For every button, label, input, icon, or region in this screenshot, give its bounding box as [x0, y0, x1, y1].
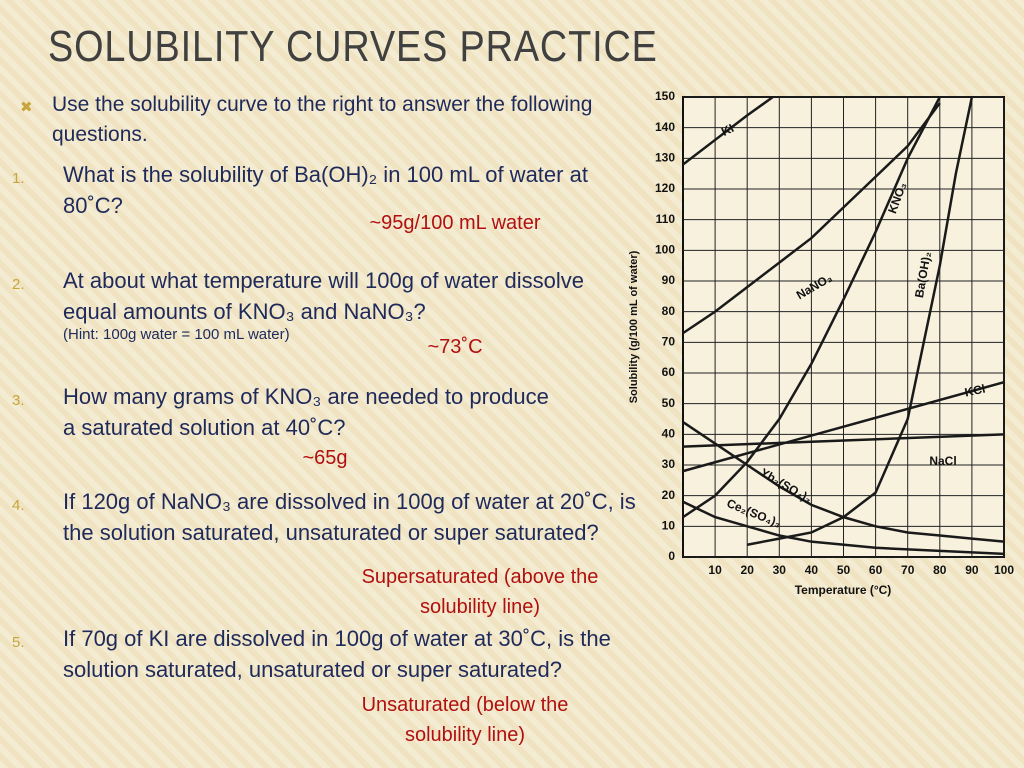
x-tick-label: 40: [805, 563, 819, 577]
question: If 120g of NaNO₃ are dissolved in 100g o…: [63, 489, 636, 545]
series-line: [682, 421, 1005, 543]
y-tick-label: 0: [668, 549, 675, 563]
question: If 70g of KI are dissolved in 100g of wa…: [63, 626, 611, 682]
answer: ~73˚C: [427, 336, 483, 358]
x-tick-label: 90: [965, 563, 979, 577]
y-tick-label: 30: [662, 457, 676, 471]
y-axis-label: Solubility (g/100 mL of water): [628, 250, 640, 403]
series-line: [682, 380, 1005, 473]
series-label: NaCl: [929, 454, 956, 468]
series-line: [682, 102, 941, 335]
y-tick-label: 100: [655, 243, 675, 257]
answer: Supersaturated (above the solubility lin…: [361, 566, 599, 618]
q-number: 2.: [12, 276, 25, 293]
bullet-icon: ✖: [20, 99, 33, 116]
x-tick-label: 10: [708, 563, 722, 577]
y-tick-label: 150: [655, 89, 675, 103]
series-label: KCl: [963, 382, 986, 400]
y-tick-label: 130: [655, 151, 675, 165]
y-tick-label: 80: [662, 304, 676, 318]
y-tick-label: 120: [655, 181, 675, 195]
y-tick-label: 60: [662, 365, 676, 379]
answer: ~95g/100 mL water: [369, 212, 541, 234]
intro: Use the solubility curve to the right to…: [52, 93, 593, 146]
q-number: 1.: [12, 170, 25, 187]
x-tick-label: 70: [901, 563, 915, 577]
slide-title: SOLUBILITY CURVES PRACTICE: [48, 22, 658, 71]
x-axis-label: Temperature (°C): [795, 583, 892, 597]
answer: Unsaturated (below the solubility line): [361, 694, 569, 746]
x-tick-label: 50: [837, 563, 851, 577]
x-tick-label: 60: [869, 563, 883, 577]
q-number: 3.: [12, 392, 25, 409]
y-tick-label: 40: [662, 427, 676, 441]
q-number: 4.: [12, 497, 25, 514]
y-tick-label: 110: [656, 212, 676, 226]
y-tick-label: 50: [662, 396, 676, 410]
series-line: [682, 500, 1005, 556]
y-tick-label: 20: [662, 488, 676, 502]
hint: (Hint: 100g water = 100 mL water): [63, 326, 290, 343]
x-tick-label: 100: [994, 563, 1014, 577]
y-tick-label: 90: [662, 273, 676, 287]
y-tick-label: 70: [662, 335, 676, 349]
question: At about what temperature will 100g of w…: [63, 268, 584, 324]
y-tick-label: 10: [662, 519, 676, 533]
series-line: [682, 95, 774, 166]
x-tick-label: 20: [741, 563, 755, 577]
series-label: KI: [719, 121, 736, 139]
answer: ~65g: [302, 447, 348, 469]
y-tick-label: 140: [655, 120, 675, 134]
question: What is the solubility of Ba(OH)₂ in 100…: [63, 162, 588, 218]
question: How many grams of KNO₃ are needed to pro…: [63, 384, 549, 440]
x-tick-label: 80: [933, 563, 947, 577]
x-tick-label: 30: [773, 563, 787, 577]
series-line: [682, 433, 1005, 448]
q-number: 5.: [12, 634, 25, 651]
series-line: [682, 96, 941, 519]
